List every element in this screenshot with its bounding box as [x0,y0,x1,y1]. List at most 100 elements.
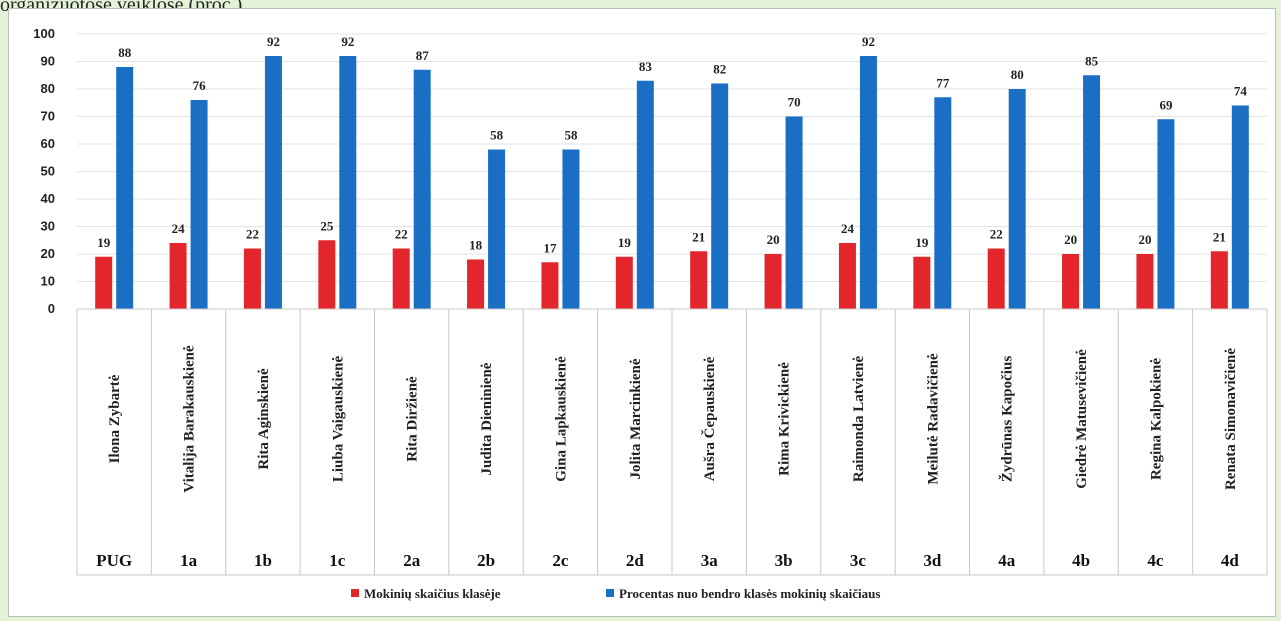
teacher-name: Vitalija Barakauskienė [182,345,198,493]
class-label: 4a [998,551,1016,570]
teacher-name: Žydrūnas Kapočius [999,356,1016,482]
data-label-count: 21 [1213,229,1226,244]
bar-percent [785,116,803,309]
data-label-percent: 92 [267,34,280,49]
data-label-count: 21 [692,229,705,244]
bar-percent [1083,75,1101,309]
bar-count [169,243,187,309]
bar-count [913,256,931,309]
teacher-name: Raimonda Latvienė [851,356,867,483]
legend-label-percent: Procentas nuo bendro klasės mokinių skai… [619,586,880,601]
class-label: 4c [1147,551,1164,570]
bar-count [541,262,559,309]
class-label: PUG [96,551,132,570]
class-label: 1c [329,551,346,570]
bar-count [1062,254,1080,309]
data-label-percent: 82 [713,62,726,77]
bar-percent [711,83,729,309]
data-label-count: 22 [990,227,1003,242]
y-tick-label: 90 [41,54,55,69]
bar-count [467,259,485,309]
bar-count [392,248,410,309]
y-axis: 0 10 20 30 40 50 60 70 80 90 100 [33,26,55,316]
legend-swatch-percent [606,589,614,597]
data-label-percent: 87 [416,48,430,63]
data-label-percent: 88 [118,45,132,60]
teacher-name: Meilutė Radavičienė [925,353,941,485]
y-tick-label: 20 [41,246,55,261]
bar-percent [934,97,952,309]
teacher-name: Giedrė Matusevičienė [1074,349,1090,489]
legend-swatch-count [351,589,359,597]
data-label-count: 18 [469,238,483,253]
class-label: 2b [477,551,495,570]
y-tick-label: 100 [33,26,55,41]
y-tick-label: 10 [41,274,55,289]
teacher-name: Rita Aginskienė [256,368,272,470]
bar-percent [339,56,357,309]
data-label-percent: 92 [862,34,875,49]
data-label-percent: 85 [1085,53,1099,68]
bars: 19 88 24 76 22 92 25 92 22 87 18 58 17 58 19 83 21 82 20 70… [95,34,1249,309]
data-label-percent: 74 [1234,84,1248,99]
data-label-percent: 92 [341,34,354,49]
data-label-count: 19 [97,235,111,250]
teacher-name: Regina Kalpokienė [1148,358,1164,480]
data-label-count: 22 [395,227,408,242]
data-label-percent: 83 [639,59,653,74]
class-label: 3c [850,551,867,570]
bar-count [1210,251,1228,309]
bar-percent [116,67,134,309]
class-label: 3a [701,551,719,570]
class-label: 4d [1221,551,1240,570]
category-table: Ilona Zybartė PUG Vitalija Barakauskienė 1a… [76,308,1268,576]
bar-count [615,256,633,309]
bar-chart: 0 10 20 30 40 50 60 70 80 90 100 19 88 24 76 22 92 25 92 2… [33,26,1268,601]
data-label-count: 24 [172,221,186,236]
y-tick-label: 60 [41,136,55,151]
y-tick-label: 0 [48,301,55,316]
class-label: 4b [1072,551,1090,570]
data-label-percent: 76 [193,78,207,93]
y-tick-label: 30 [41,219,55,234]
data-label-percent: 58 [490,128,504,143]
teacher-name: Liuba Vaigauskienė [330,356,346,483]
bar-percent [1231,105,1249,309]
class-label: 2a [403,551,421,570]
bar-percent [488,149,506,309]
data-label-count: 20 [1138,232,1151,247]
bar-percent [190,100,208,309]
bar-count [95,256,113,309]
class-label: 1a [180,551,198,570]
class-label: 3d [923,551,942,570]
bar-count [690,251,708,309]
bar-percent [264,56,282,309]
data-label-count: 20 [767,232,780,247]
y-tick-label: 50 [41,164,55,179]
teacher-name: Rima Krivickienė [777,362,793,476]
legend: Mokinių skaičius klasėje Procentas nuo b… [351,586,880,601]
teacher-name: Renata Simonavičienė [1223,348,1239,490]
data-label-count: 19 [618,235,632,250]
teacher-name: Jolita Marcinkienė [628,358,644,479]
data-label-percent: 77 [936,75,950,90]
bar-count [1136,254,1154,309]
bar-percent [562,149,580,309]
chart-frame: 0 10 20 30 40 50 60 70 80 90 100 19 88 24 76 22 92 25 92 2… [8,8,1276,617]
data-label-percent: 70 [788,95,801,110]
bar-percent [1157,119,1175,309]
bar-percent [636,80,654,309]
teacher-name: Rita Diržienė [405,376,421,462]
bar-percent [859,56,877,309]
class-label: 3b [775,551,793,570]
data-label-percent: 69 [1159,97,1173,112]
class-label: 1b [254,551,272,570]
bar-percent [413,69,431,309]
bar-count [987,248,1005,309]
data-label-percent: 58 [564,128,578,143]
data-label-count: 19 [915,235,929,250]
data-label-count: 25 [320,218,334,233]
class-label: 2d [626,551,645,570]
teacher-name: Aušra Čepauskienė [701,356,718,481]
class-label: 2c [552,551,569,570]
